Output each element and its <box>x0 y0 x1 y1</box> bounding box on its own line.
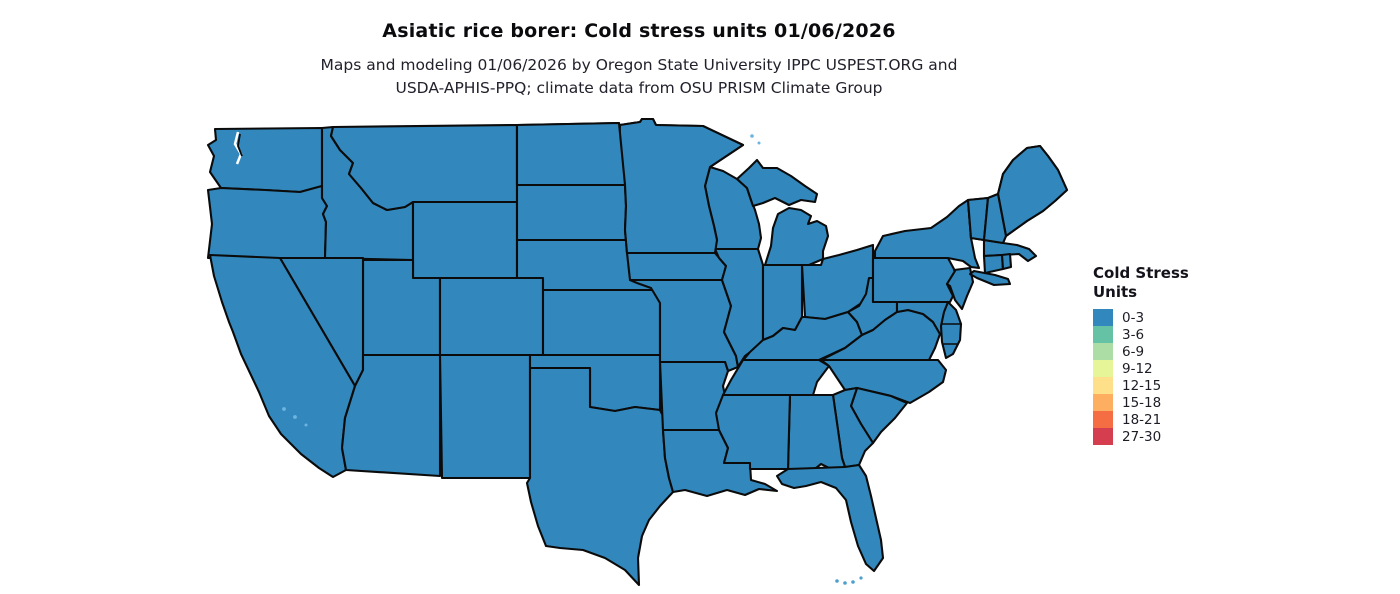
legend-label: 6-9 <box>1122 343 1145 360</box>
state-ny <box>873 198 981 270</box>
legend-item: 18-21 <box>1093 411 1189 428</box>
state-co <box>438 276 545 357</box>
legend-swatch-18-21 <box>1093 411 1113 428</box>
state-tn <box>721 358 831 397</box>
border-north-dakota <box>515 121 627 187</box>
state-nc <box>819 358 948 405</box>
legend-rows: 0-3 3-6 6-9 9-12 12-15 15-18 18-21 27-30 <box>1093 309 1189 445</box>
state-ny-long-island <box>968 269 1012 287</box>
state-fl <box>775 463 885 573</box>
legend-title-line1: Cold Stress <box>1093 264 1189 282</box>
legend-item: 6-9 <box>1093 343 1189 360</box>
legend-label: 12-15 <box>1122 377 1162 394</box>
legend-swatch-12-15 <box>1093 377 1113 394</box>
legend-item: 27-30 <box>1093 428 1189 445</box>
legend-swatch-15-18 <box>1093 394 1113 411</box>
florida-keys <box>835 576 863 585</box>
state-nm <box>438 353 532 480</box>
puget-sound-islands <box>237 133 243 157</box>
legend-label: 18-21 <box>1122 411 1162 428</box>
legend-item: 9-12 <box>1093 360 1189 377</box>
legend-swatch-6-9 <box>1093 343 1113 360</box>
legend-item: 0-3 <box>1093 309 1189 326</box>
figure-title: Asiatic rice borer: Cold stress units 01… <box>382 20 896 42</box>
delmarva-internal-borders <box>942 323 961 345</box>
legend-label: 27-30 <box>1122 428 1162 445</box>
legend-item: 3-6 <box>1093 326 1189 343</box>
legend: Cold Stress Units 0-3 3-6 6-9 9-12 12-15… <box>1093 264 1189 445</box>
legend-item: 15-18 <box>1093 394 1189 411</box>
state-wa <box>206 126 324 194</box>
state-ks <box>541 288 662 357</box>
legend-label: 3-6 <box>1122 326 1145 343</box>
state-tx <box>525 366 675 587</box>
coastal-islands <box>282 134 761 427</box>
state-or <box>206 184 329 260</box>
puget-sound <box>233 131 243 165</box>
state-wy <box>411 200 519 280</box>
border-maine <box>996 144 1069 238</box>
us-map <box>206 118 1069 587</box>
state-mi-lower <box>763 206 830 267</box>
legend-title-line2: Units <box>1093 283 1138 301</box>
legend-label: 15-18 <box>1122 394 1162 411</box>
state-sd <box>515 183 631 242</box>
state-ia <box>625 251 728 282</box>
legend-swatch-0-3 <box>1093 309 1113 326</box>
figure-subtitle-line2: USDA-APHIS-PPQ; climate data from OSU PR… <box>395 79 883 97</box>
legend-item: 12-15 <box>1093 377 1189 394</box>
state-ct <box>982 253 1005 275</box>
legend-label: 0-3 <box>1122 309 1145 326</box>
state-ms <box>714 393 792 471</box>
figure-subtitle-line1: Maps and modeling 01/06/2026 by Oregon S… <box>320 56 958 74</box>
state-shapes <box>206 118 1069 587</box>
state-delmarva <box>939 300 963 360</box>
state-ri <box>1000 252 1013 271</box>
legend-label: 9-12 <box>1122 360 1153 377</box>
legend-swatch-9-12 <box>1093 360 1113 377</box>
legend-swatch-3-6 <box>1093 326 1113 343</box>
legend-swatch-27-30 <box>1093 428 1113 445</box>
state-pa <box>871 256 957 304</box>
state-mi-upper <box>735 158 819 208</box>
